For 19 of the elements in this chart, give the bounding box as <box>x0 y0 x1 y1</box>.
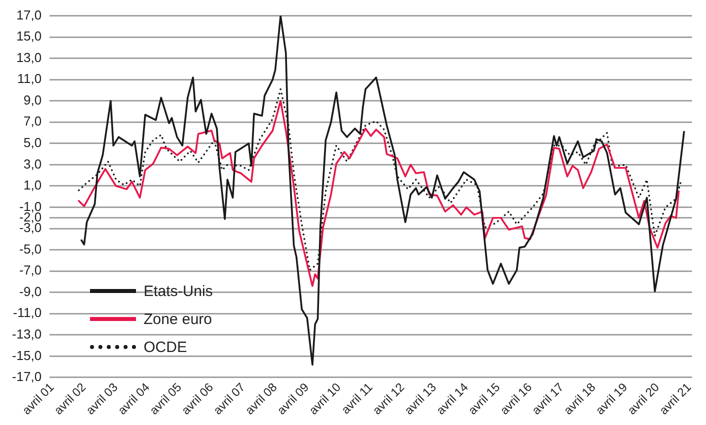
y-tick-label: -9,0 <box>19 284 42 299</box>
y-tick-label: 7,0 <box>24 114 42 129</box>
y-tick-label: 1,0 <box>24 178 42 193</box>
y-tick-label: 11,0 <box>17 71 42 86</box>
y-tick-label: 13,0 <box>16 50 42 65</box>
y-tick-label: -13,0 <box>12 326 42 342</box>
y-tick-label: -5,0 <box>19 241 42 256</box>
y-tick-label: -17,0 <box>12 369 42 384</box>
y-tick-label: -11,0 <box>12 305 42 320</box>
y-tick-label: -7,0 <box>19 262 42 278</box>
y-tick-label: 3,0 <box>24 156 42 172</box>
y-tick-label: 15,0 <box>16 28 42 44</box>
y-tick-label: 9,0 <box>24 92 42 108</box>
legend-label: Etats-Unis <box>144 282 213 300</box>
y-tick-label: 17,0 <box>16 7 42 22</box>
y-tick-label: -15,0 <box>12 348 42 363</box>
legend-label: Zone euro <box>144 310 212 328</box>
legend-label: OCDE <box>144 338 187 356</box>
y-tick-label: 5,0 <box>24 135 42 150</box>
